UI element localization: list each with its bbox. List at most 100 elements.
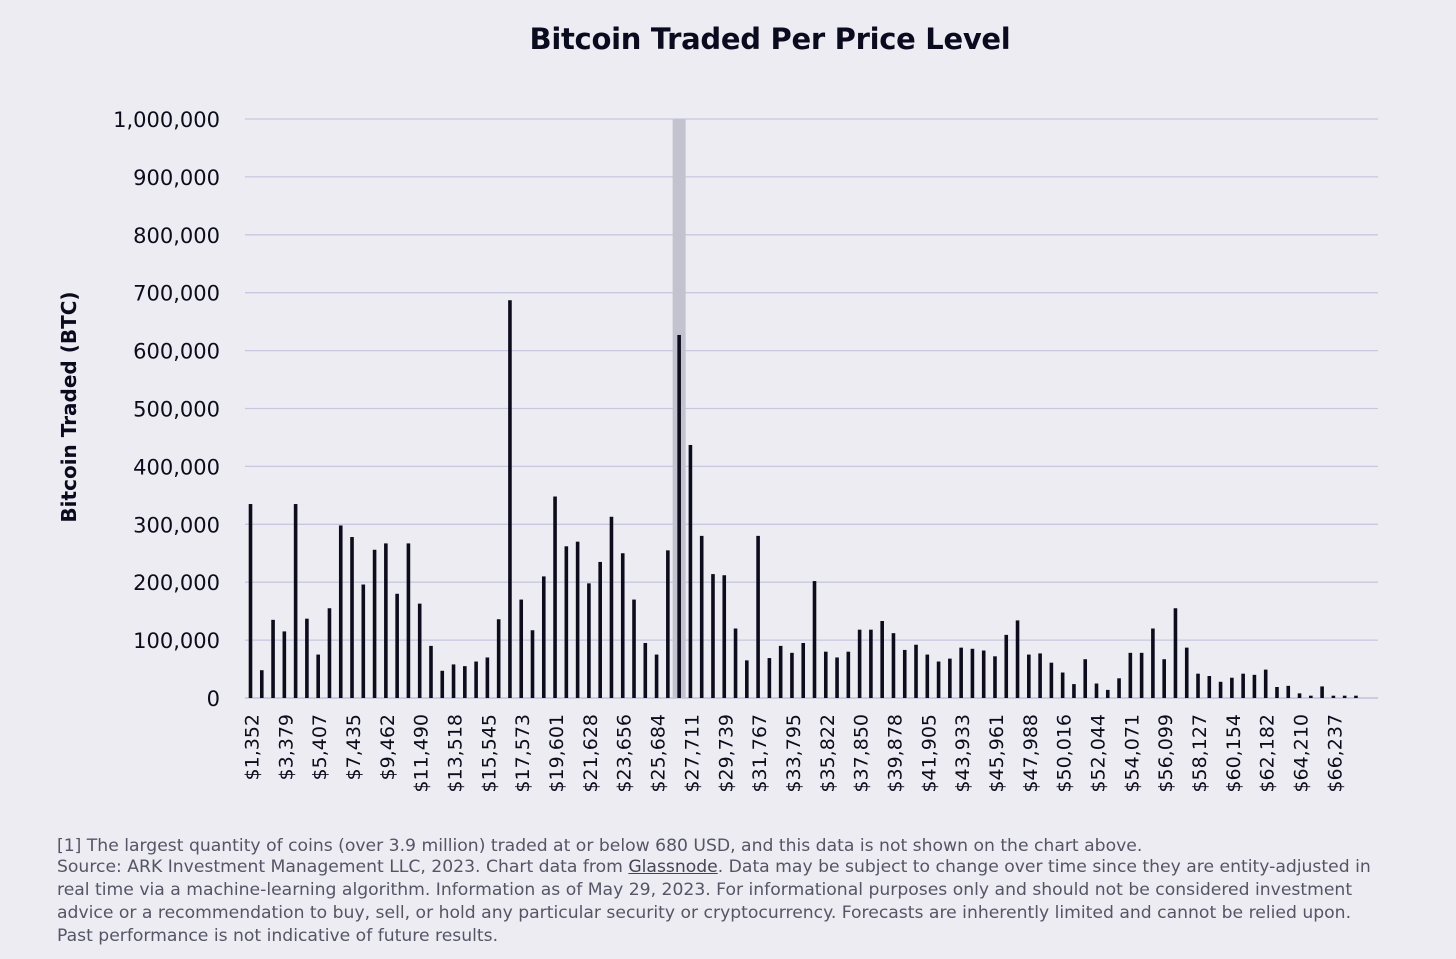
x-tick-label: $11,490	[411, 714, 433, 793]
bar	[993, 656, 997, 698]
bar	[440, 670, 445, 698]
bar	[338, 525, 343, 698]
bar	[1004, 634, 1009, 698]
bar	[948, 658, 952, 698]
bar	[1196, 673, 1200, 698]
x-tick-label: $52,044	[1088, 714, 1110, 793]
bar	[463, 666, 467, 698]
bar	[327, 608, 332, 698]
bar	[541, 576, 546, 698]
bar	[384, 543, 388, 698]
bar	[406, 543, 411, 698]
x-tick-label: $43,933	[952, 714, 974, 793]
bar	[372, 549, 377, 698]
x-tick-label: $25,684	[648, 714, 670, 793]
bar	[925, 654, 930, 698]
x-tick-label: $39,878	[884, 714, 906, 793]
x-tick-label: $27,711	[681, 714, 703, 793]
bar-chart: 0 100,000 200,000 300,000 400,000 500,000 600,…	[57, 108, 1378, 793]
bar	[1309, 695, 1313, 698]
bar	[1207, 675, 1212, 698]
footnote-largest-quantity: [1] The largest quantity of coins (over …	[57, 836, 1143, 856]
bar	[711, 574, 715, 698]
bar	[1354, 695, 1358, 698]
bar	[778, 645, 783, 698]
x-tick-label: $19,601	[546, 714, 568, 793]
bar	[361, 584, 366, 698]
chart-title: Bitcoin Traded Per Price Level	[529, 22, 1011, 56]
bar	[1105, 689, 1110, 698]
x-tick-label: $50,016	[1054, 714, 1076, 793]
x-tick-label: $1,352	[242, 714, 264, 780]
x-tick-label: $15,545	[478, 714, 500, 793]
bar	[801, 642, 806, 698]
source-disclaimer: . Data may be subject to change over tim…	[57, 857, 1371, 946]
bar	[835, 657, 839, 698]
bar	[1252, 674, 1257, 698]
bar	[1027, 654, 1031, 698]
bar	[1218, 681, 1223, 698]
y-tick-label: 0	[207, 687, 220, 711]
y-axis-ticks: 0 100,000 200,000 300,000 400,000 500,000 600,…	[113, 108, 220, 711]
bar	[1331, 695, 1336, 698]
bar	[1275, 686, 1279, 698]
x-tick-label: $60,154	[1223, 714, 1245, 793]
bar	[914, 644, 918, 698]
bar	[812, 581, 817, 698]
bar	[970, 648, 975, 698]
bar	[936, 661, 941, 698]
x-tick-label: $54,071	[1121, 714, 1143, 793]
x-tick-label: $9,462	[377, 714, 399, 780]
x-axis-ticks: $1,352 $3,379 $5,407 $7,435 $9,462 $11,490 $13…	[242, 714, 1347, 793]
bar	[688, 444, 693, 698]
y-tick-label: 800,000	[133, 224, 220, 248]
bar	[293, 504, 298, 698]
bar	[316, 654, 320, 698]
bar	[1184, 647, 1189, 698]
bar	[508, 300, 512, 698]
x-tick-label: $64,210	[1291, 714, 1313, 793]
bar	[1286, 685, 1291, 698]
bar	[485, 657, 490, 698]
bar	[722, 575, 727, 698]
bar	[1015, 620, 1020, 698]
bar	[880, 620, 884, 698]
y-tick-label: 900,000	[133, 166, 220, 190]
bar	[1173, 608, 1178, 698]
bar	[575, 541, 580, 698]
bar	[620, 553, 625, 698]
x-tick-label: $58,127	[1189, 714, 1211, 793]
bar	[666, 550, 670, 698]
y-tick-label: 100,000	[133, 629, 220, 653]
bar	[643, 642, 648, 698]
bar	[305, 618, 309, 698]
bars	[248, 300, 1358, 698]
bar	[733, 628, 738, 698]
x-tick-label: $23,656	[614, 714, 636, 793]
bar	[1049, 662, 1054, 698]
gridlines	[245, 118, 1378, 699]
x-tick-label: $62,182	[1257, 714, 1279, 793]
x-tick-label: $45,961	[986, 714, 1008, 793]
bar	[1230, 677, 1234, 698]
bar	[282, 631, 287, 698]
x-tick-label: $21,628	[580, 714, 602, 793]
bar	[756, 535, 760, 698]
bar	[981, 650, 986, 698]
bar	[846, 651, 851, 698]
x-tick-label: $5,407	[309, 714, 331, 780]
bar	[1297, 693, 1302, 698]
bar	[1263, 669, 1268, 698]
bar	[271, 619, 275, 698]
x-tick-label: $31,767	[749, 714, 771, 793]
y-tick-label: 500,000	[133, 398, 220, 422]
bar	[451, 664, 456, 698]
bar	[1128, 652, 1133, 698]
x-tick-label: $17,573	[512, 714, 534, 793]
bar	[1151, 628, 1155, 698]
x-tick-label: $33,795	[783, 714, 805, 793]
bar	[530, 630, 535, 698]
bar	[429, 645, 433, 698]
glassnode-link[interactable]: Glassnode	[628, 857, 718, 877]
bar	[857, 629, 862, 698]
